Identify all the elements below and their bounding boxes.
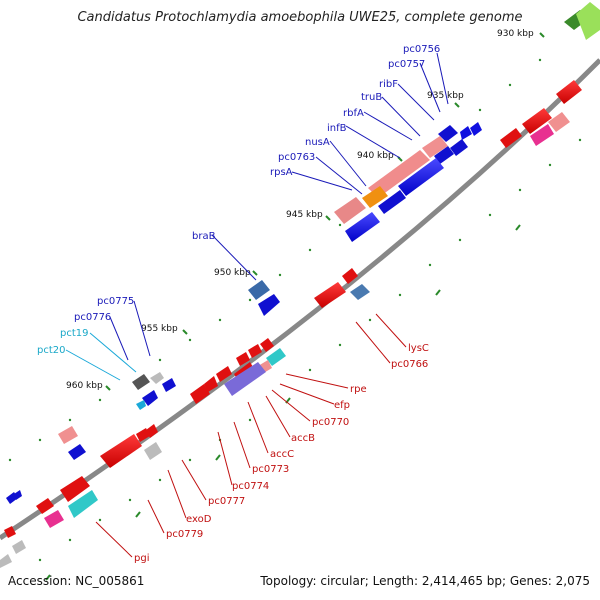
gene-block [216,366,232,382]
gene-block [556,80,582,104]
gene-block [548,112,570,132]
label-leaders-top [109,52,449,361]
forward-genes[interactable] [6,2,600,504]
gene-label: lysC [408,343,429,354]
gene-block [345,212,380,242]
gene-block [0,554,12,568]
gene-label: exoD [186,514,212,525]
gene-block [334,197,366,224]
gene-block [368,150,430,198]
gene-block [68,490,98,518]
gene-label: pc0774 [232,481,269,492]
gene-block [266,348,286,366]
gene-label: rpsA [270,167,293,178]
gene-label: rbfA [343,108,364,119]
accession-label: Accession: NC_005861 [8,574,145,588]
gene-label: pc0773 [252,464,289,475]
genome-summary: Topology: circular; Length: 2,414,465 bp… [260,574,590,588]
gene-label: pc0757 [388,59,425,70]
gene-block [136,400,146,410]
scale-track-inner [38,138,582,562]
gene-label: pc0756 [403,44,440,55]
tick-label: 940 kbp [357,151,394,161]
gene-block [434,146,454,164]
gene-block [378,190,406,214]
gene-block [142,390,158,406]
gene-label: pct20 [37,345,66,356]
gene-block [258,294,280,316]
gene-label: pc0770 [312,417,349,428]
gene-block [144,442,162,460]
gene-label: rpe [350,384,367,395]
gene-label: pc0766 [391,359,428,370]
gene-label: efp [334,400,350,411]
tick-label: 950 kbp [214,268,251,278]
genome-backbone [0,58,600,541]
gene-block [14,490,22,500]
gene-label: infB [327,123,347,134]
gene-block [248,344,262,358]
gene-block [58,426,78,444]
gene-block [522,108,552,134]
gene-block [576,2,600,40]
gene-block [162,378,176,392]
gene-block [422,136,448,158]
map-title: Candidatus Protochlamydia amoebophila UW… [77,10,523,25]
gene-label: accB [291,433,315,444]
gene-block [190,384,210,404]
tick-label: 945 kbp [286,210,323,220]
gene-block [500,128,522,148]
gene-block [470,122,482,136]
gene-label: ribF [379,79,398,90]
gene-block [260,338,274,352]
gene-block [44,510,64,528]
gene-label: pc0775 [97,296,134,307]
gene-block [12,540,26,554]
gene-block [204,376,218,392]
gene-block [248,280,270,300]
gene-block [450,139,468,156]
gene-block [36,498,54,514]
gene-block [530,124,554,146]
gene-block [362,186,388,208]
gene-label: pc0763 [278,152,315,163]
reverse-genes[interactable] [0,80,582,568]
label-leaders-cyan [65,332,137,381]
scale-track-outer [8,58,542,462]
gene-label: braB [192,231,216,242]
gene-block [68,444,86,460]
gene-block [150,372,164,384]
gene-label: pc0777 [208,496,245,507]
gene-block [136,428,150,442]
gene-block [224,362,266,396]
gene-block [460,126,472,140]
gene-block [100,434,142,468]
gene-block [132,374,150,390]
gene-block [342,268,358,284]
tick-label: 955 kbp [141,324,178,334]
gene-block [438,125,458,142]
label-leaders-bottom [95,313,407,558]
tick-label: 960 kbp [66,381,103,391]
gene-label: nusA [305,137,330,148]
tick-label: 935 kbp [427,91,464,101]
gene-label: pc0776 [74,312,111,323]
gene-block [4,526,16,538]
gene-label: accC [270,449,294,460]
gene-label: pgi [134,553,149,564]
gene-block [314,282,346,308]
gene-block [236,352,250,366]
gene-block [60,476,90,502]
gene-label: truB [361,92,382,103]
gene-block [350,284,370,300]
tick-label: 930 kbp [497,29,534,39]
gene-label: pct19 [60,328,89,339]
gene-label: pc0779 [166,529,203,540]
gene-block [398,158,444,196]
